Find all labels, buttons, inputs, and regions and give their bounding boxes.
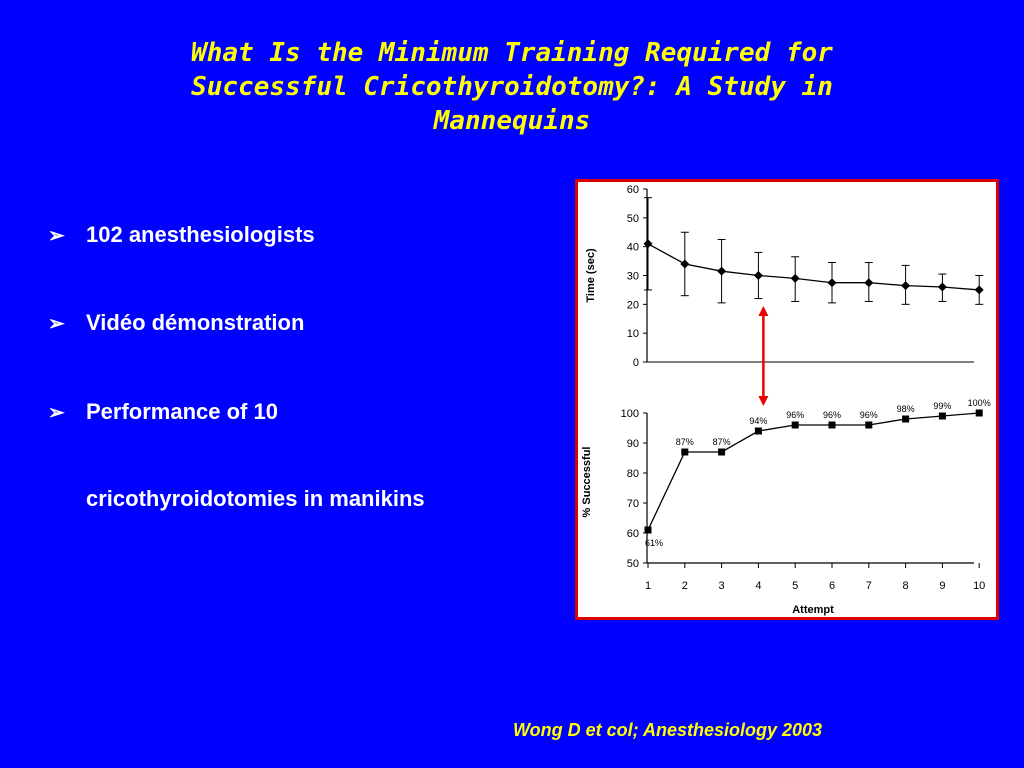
x-tick-label: 2: [682, 580, 688, 592]
success-data-label: 61%: [645, 538, 663, 548]
x-tick-label: 5: [792, 580, 798, 592]
bottom-y-axis-label: % Successful: [581, 447, 593, 518]
title-line-1: What Is the Minimum Training Required fo…: [191, 38, 833, 68]
success-data-label: 96%: [786, 410, 804, 420]
success-data-point: [938, 412, 946, 420]
time-data-point: [790, 273, 800, 283]
bottom-y-tick-label: 90: [627, 438, 639, 450]
top-y-tick-label: 30: [627, 271, 639, 283]
x-tick-label: 8: [903, 580, 909, 592]
arrow-head-up: [758, 306, 769, 316]
bullet-text: Vidéo démonstration: [86, 310, 305, 335]
success-data-label: 99%: [933, 401, 951, 411]
x-tick-label: 4: [755, 580, 761, 592]
top-y-tick-label: 40: [627, 242, 639, 254]
slide-title: What Is the Minimum Training Required fo…: [100, 36, 924, 138]
success-data-point: [828, 421, 836, 429]
top-y-tick-label: 60: [627, 184, 639, 196]
time-data-point: [937, 282, 947, 292]
success-data-point: [975, 409, 983, 417]
success-data-point: [791, 421, 799, 429]
success-data-point: [902, 415, 910, 423]
top-y-tick-label: 20: [627, 299, 639, 311]
x-tick-label: 10: [973, 580, 985, 592]
success-data-point: [865, 421, 873, 429]
bottom-y-tick-label: 60: [627, 528, 639, 540]
time-data-point: [864, 278, 874, 288]
title-line-3: Mannequins: [433, 106, 591, 136]
arrow-bullet-icon: ➢: [48, 225, 65, 247]
bottom-y-tick-label: 100: [621, 408, 639, 420]
time-data-point: [680, 259, 690, 269]
top-y-tick-label: 10: [627, 328, 639, 340]
bottom-y-tick-label: 80: [627, 468, 639, 480]
bullet-item-3: ➢ Performance of 10: [48, 399, 278, 425]
x-tick-label: 3: [719, 580, 725, 592]
top-y-axis-label: Time (sec): [585, 248, 597, 303]
arrow-head-down: [758, 396, 769, 406]
arrow-bullet-icon: ➢: [48, 313, 65, 335]
success-data-point: [754, 427, 762, 435]
bullet-continuation: cricothyroidotomies in manikins: [86, 486, 425, 511]
arrow-bullet-icon: ➢: [48, 402, 65, 424]
success-data-point: [718, 448, 726, 456]
success-data-label: 87%: [713, 437, 731, 447]
top-y-tick-label: 50: [627, 213, 639, 225]
bottom-y-tick-label: 50: [627, 558, 639, 570]
success-data-point: [681, 448, 689, 456]
top-y-tick-label: 0: [633, 357, 639, 369]
x-tick-label: 6: [829, 580, 835, 592]
x-axis-label: Attempt: [792, 604, 834, 616]
success-data-point: [644, 526, 652, 534]
bottom-y-tick-label: 70: [627, 498, 639, 510]
bullet-text: 102 anesthesiologists: [86, 222, 315, 247]
success-series-line: [647, 412, 980, 531]
x-tick-label: 7: [866, 580, 872, 592]
bullet-item-2: ➢ Vidéo démonstration: [48, 310, 304, 336]
success-data-label: 98%: [897, 404, 915, 414]
time-data-point: [753, 271, 763, 280]
time-data-point: [974, 285, 984, 295]
bullet-item-1: ➢ 102 anesthesiologists: [48, 222, 315, 248]
time-data-point: [827, 278, 837, 288]
x-tick-label: 9: [939, 580, 945, 592]
time-data-point: [643, 239, 653, 249]
time-series-line: [647, 243, 980, 291]
x-tick-label: 1: [645, 580, 651, 592]
bullet-text: Performance of 10: [86, 399, 278, 424]
time-data-point: [901, 281, 911, 291]
success-data-label: 96%: [860, 410, 878, 420]
chart-frame: 0 10 20 30 40 50 60 Time (sec) 50 60 70 80 90 100 1 2 3 4…: [575, 179, 999, 620]
success-data-label: 94%: [749, 416, 767, 426]
time-data-point: [717, 266, 727, 276]
success-data-label: 96%: [823, 410, 841, 420]
chart-figure: 0 10 20 30 40 50 60 Time (sec) 50 60 70 80 90 100 1 2 3 4…: [581, 184, 991, 616]
success-data-label: 100%: [968, 398, 991, 408]
title-line-2: Successful Cricothyroidotomy?: A Study i…: [191, 72, 833, 102]
success-data-label: 87%: [676, 437, 694, 447]
citation: Wong D et col; Anesthesiology 2003: [513, 720, 823, 740]
